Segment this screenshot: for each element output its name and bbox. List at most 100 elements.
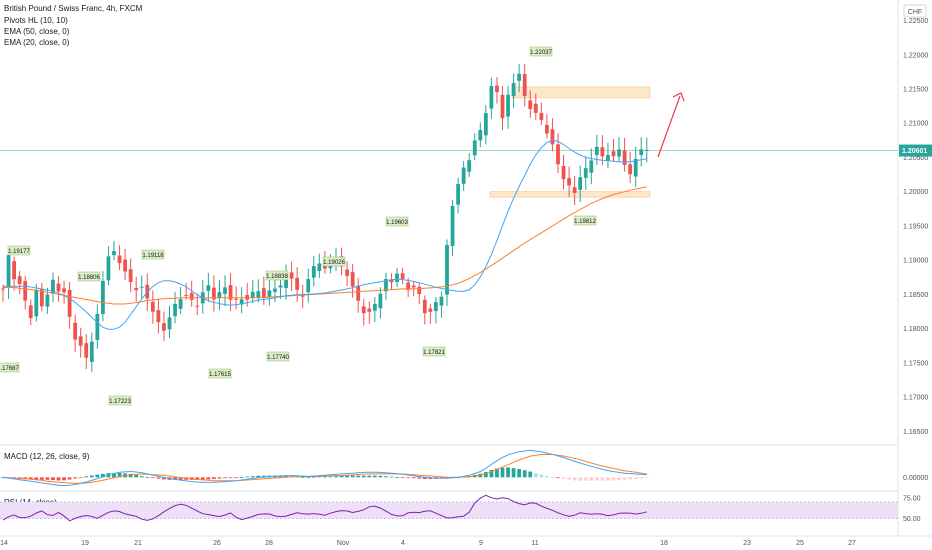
macd-histogram-bar (23, 477, 28, 479)
macd-histogram-bar (28, 477, 33, 480)
candle-body (162, 323, 166, 331)
macd-histogram-bar (483, 472, 488, 478)
macd-histogram-bar (134, 474, 139, 478)
candle-body (528, 100, 533, 110)
macd-histogram-bar (261, 475, 266, 478)
candle-body (273, 288, 277, 292)
legend-ema50[interactable]: EMA (50, close, 0) (4, 27, 70, 36)
candle-body (223, 287, 227, 294)
legend-ema20[interactable]: EMA (20, close, 0) (4, 38, 70, 47)
macd-histogram-bar (300, 476, 305, 478)
candle-body (212, 287, 216, 300)
macd-histogram-bar (644, 477, 649, 479)
rsi-tick-label: 50.00 (903, 516, 921, 523)
macd-histogram-bar (633, 477, 638, 479)
macd-histogram-bar (550, 477, 555, 478)
candle-body (345, 269, 349, 276)
macd-histogram-bar (539, 474, 544, 478)
rsi-band (0, 501, 898, 519)
x-tick-label: Nov (337, 540, 350, 547)
macd-histogram-bar (495, 468, 499, 478)
candle-body (594, 146, 599, 155)
x-tick-label: 4 (401, 540, 405, 547)
candle-body (500, 94, 505, 119)
macd-histogram-bar (84, 476, 89, 478)
current-price-label: 1.20601 (902, 148, 927, 155)
candle-body (445, 245, 449, 295)
candle-body (495, 85, 499, 93)
macd-histogram-bar (572, 477, 577, 481)
candle-body (489, 86, 494, 109)
macd-histogram-bar (150, 477, 155, 479)
currency-box (903, 4, 927, 18)
pivot-high-label: 1.19603 (385, 216, 409, 227)
candle-body (317, 263, 322, 271)
candle-body (517, 73, 522, 81)
macd-histogram-bar (195, 477, 200, 480)
pivot-badge-bg (141, 249, 165, 260)
candle-body (311, 266, 316, 278)
macd-histogram-bar (545, 475, 549, 478)
candle-body (278, 285, 283, 288)
macd-histogram-bar (622, 477, 627, 480)
macd-histogram-bar (594, 477, 599, 481)
candle-body (173, 303, 177, 317)
pivot-badge-bg (208, 368, 232, 379)
candle-body (289, 272, 294, 279)
macd-histogram-bar (200, 477, 205, 480)
macd-histogram-bar (56, 477, 61, 481)
candle-body (256, 291, 261, 298)
candle-body (28, 305, 33, 319)
macd-pane-label[interactable]: MACD (12, 26, close, 9) (4, 452, 90, 461)
pivot-badge-bg (108, 395, 132, 406)
pivot-badge-bg (7, 245, 31, 256)
pivot-value: 1.17615 (209, 372, 231, 378)
pivot-badge-bg (265, 270, 289, 281)
macd-histogram-bar (334, 476, 338, 478)
macd-histogram-bar (600, 477, 605, 481)
candle-body (350, 272, 355, 287)
candle-body (644, 149, 649, 151)
pivot-value: 1.19812 (574, 219, 596, 225)
macd-histogram-bar (372, 475, 377, 478)
candle-body (472, 140, 477, 156)
candle-body (633, 158, 638, 177)
candle-body (400, 273, 405, 280)
pivot-badge-bg (422, 346, 446, 357)
candle-body (128, 269, 133, 282)
candle-body (217, 292, 222, 299)
pivot-high-label: 1.18806 (77, 271, 101, 282)
macd-histogram-bar (45, 477, 50, 480)
pivot-value: 1.19177 (8, 249, 30, 255)
candle-body (456, 183, 460, 205)
legend-pivots[interactable]: Pivots HL (10, 10) (4, 16, 68, 25)
candle-body (250, 291, 255, 298)
x-tick-label: 25 (796, 540, 804, 547)
macd-histogram-bar (278, 475, 283, 478)
candle-body (417, 286, 422, 295)
candle-body (372, 303, 377, 311)
candle-body (17, 276, 22, 285)
macd-histogram-bar (489, 470, 494, 478)
pivot-value: 1.17687 (0, 366, 20, 372)
x-tick-label: 21 (134, 540, 142, 547)
macd-histogram-bar (378, 475, 383, 478)
pivot-badge-bg (385, 216, 409, 227)
pivot-low-label: 1.17821 (422, 346, 446, 357)
candle-body (295, 277, 300, 290)
y-tick-label: 1.22000 (903, 52, 928, 59)
pivot-value: 1.17223 (109, 399, 131, 405)
candle-body (606, 155, 610, 161)
macd-histogram-bar (578, 477, 583, 481)
macd-histogram-bar (173, 477, 177, 480)
macd-histogram-bar (422, 477, 427, 479)
support-resistance-zone (511, 86, 651, 99)
macd-histogram-bar (17, 477, 22, 479)
pivot-value: 1.19026 (323, 260, 345, 266)
candle-body (428, 308, 433, 312)
macd-histogram-bar (323, 476, 327, 478)
candle-body (67, 289, 72, 317)
candle-body (34, 289, 39, 317)
candle-body (150, 301, 155, 312)
